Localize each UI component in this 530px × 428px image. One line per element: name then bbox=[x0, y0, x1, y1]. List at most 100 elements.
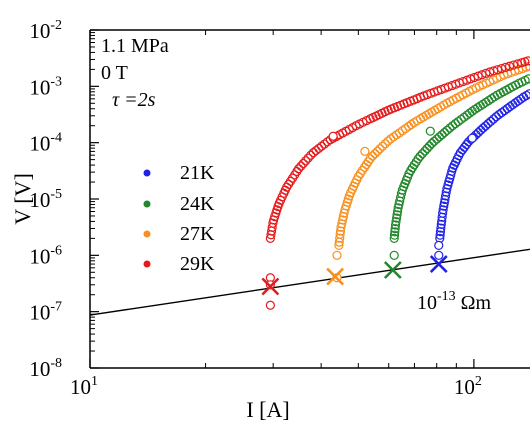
data-point bbox=[294, 164, 304, 174]
data-point bbox=[439, 198, 449, 208]
data-point bbox=[483, 119, 493, 129]
legend-item: 21K bbox=[143, 162, 215, 184]
y-tick-label: 10-8 bbox=[29, 356, 62, 381]
data-point bbox=[459, 142, 470, 152]
data-point bbox=[476, 125, 486, 135]
data-point bbox=[335, 233, 345, 243]
data-point bbox=[481, 121, 491, 131]
data-point bbox=[415, 151, 425, 161]
data-point bbox=[486, 116, 496, 126]
data-point bbox=[393, 206, 403, 217]
y-tick-label: 10-5 bbox=[29, 187, 62, 212]
data-point bbox=[389, 250, 399, 260]
criterion-label: 10-13 Ωm bbox=[417, 289, 492, 314]
data-point bbox=[296, 161, 306, 171]
data-point bbox=[393, 203, 403, 213]
data-point bbox=[435, 227, 446, 237]
data-point bbox=[434, 250, 444, 260]
data-point bbox=[391, 217, 401, 227]
series-21K bbox=[429, 89, 530, 273]
condition-label: 1.1 MPa bbox=[101, 35, 169, 57]
data-point bbox=[417, 149, 428, 159]
cross-stroke bbox=[429, 255, 448, 273]
legend-label: 24K bbox=[180, 193, 215, 215]
legend-item: 24K bbox=[143, 193, 215, 215]
data-point bbox=[508, 60, 519, 70]
series-27K bbox=[326, 61, 530, 286]
cross-marker bbox=[261, 277, 280, 296]
data-point bbox=[298, 158, 308, 169]
data-point bbox=[442, 125, 452, 135]
y-tick-label: 10-3 bbox=[29, 74, 62, 99]
data-point bbox=[332, 250, 342, 260]
data-point bbox=[504, 61, 515, 71]
data-point bbox=[316, 141, 327, 151]
data-point bbox=[488, 114, 499, 124]
data-point bbox=[435, 230, 445, 240]
data-point bbox=[390, 224, 400, 234]
data-point bbox=[438, 205, 448, 215]
data-point bbox=[424, 141, 434, 151]
legend-label: 29K bbox=[180, 253, 215, 275]
data-point bbox=[389, 233, 399, 243]
data-point bbox=[425, 126, 435, 136]
x-tick-label: 102 bbox=[454, 374, 482, 399]
cross-marker bbox=[383, 261, 402, 279]
data-point bbox=[367, 151, 378, 161]
y-axis-label: V [V] bbox=[10, 173, 35, 225]
data-point bbox=[422, 143, 432, 154]
data-point bbox=[436, 223, 446, 233]
x-axis-label: I [A] bbox=[246, 397, 289, 422]
data-point bbox=[365, 154, 375, 164]
data-point bbox=[391, 213, 402, 223]
data-point bbox=[394, 199, 404, 210]
legend-item: 27K bbox=[143, 223, 215, 245]
data-point bbox=[392, 210, 402, 220]
data-point bbox=[406, 119, 416, 130]
data-point bbox=[375, 144, 385, 154]
data-point bbox=[335, 226, 346, 236]
condition-label: 0 T bbox=[101, 62, 128, 84]
data-point bbox=[442, 184, 452, 194]
data-point bbox=[500, 62, 511, 72]
data-point bbox=[523, 74, 530, 84]
data-point bbox=[334, 240, 344, 251]
data-point bbox=[438, 208, 448, 218]
data-point bbox=[456, 114, 466, 125]
data-point bbox=[427, 138, 437, 149]
legend-label: 21K bbox=[180, 162, 215, 184]
data-point bbox=[389, 230, 400, 240]
legend-marker bbox=[143, 169, 151, 177]
data-point bbox=[467, 133, 477, 143]
data-point bbox=[319, 139, 330, 149]
data-point bbox=[453, 116, 463, 127]
series-24K bbox=[383, 74, 530, 279]
data-point bbox=[394, 128, 405, 138]
data-point bbox=[473, 71, 483, 81]
data-point bbox=[372, 146, 383, 156]
data-point bbox=[434, 240, 444, 251]
data-point bbox=[439, 127, 450, 138]
data-point bbox=[306, 150, 316, 160]
legend-label: 27K bbox=[180, 223, 215, 245]
data-point bbox=[439, 201, 449, 211]
data-point bbox=[341, 201, 351, 211]
data-point bbox=[391, 130, 402, 140]
legend-item: 29K bbox=[143, 253, 215, 275]
cross-stroke bbox=[261, 277, 280, 296]
data-point bbox=[477, 70, 487, 80]
data-point bbox=[390, 220, 401, 230]
data-point bbox=[380, 139, 390, 149]
legend-marker bbox=[143, 230, 151, 238]
data-point bbox=[461, 139, 472, 150]
y-tick-label: 10-6 bbox=[29, 243, 62, 268]
data-point bbox=[303, 153, 313, 163]
data-point bbox=[363, 157, 373, 167]
data-point bbox=[436, 219, 446, 229]
data-point bbox=[478, 123, 488, 133]
legend-marker bbox=[143, 260, 151, 268]
criterion-line bbox=[90, 248, 530, 316]
data-point bbox=[370, 149, 380, 159]
y-tick-label: 10-2 bbox=[29, 18, 62, 43]
